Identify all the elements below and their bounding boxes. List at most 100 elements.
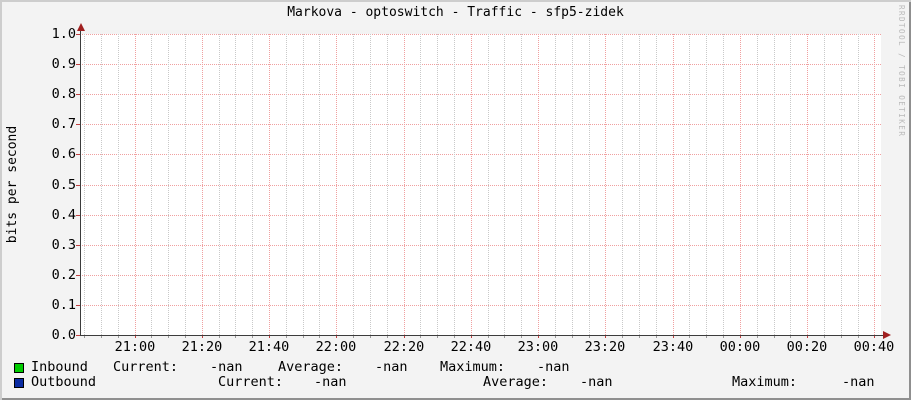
- x-axis-tick: [370, 336, 371, 338]
- x-axis-tick: [689, 336, 690, 338]
- maximum-stat-label: Maximum:: [732, 374, 798, 390]
- y-tick-label: 0.9: [51, 56, 76, 72]
- vertical-gridline: [858, 34, 859, 335]
- x-axis-tick: [774, 336, 775, 338]
- x-axis-tick: [757, 336, 758, 338]
- vertical-gridline: [84, 34, 85, 335]
- y-axis-tick: [76, 185, 80, 186]
- x-axis-tick: [824, 336, 825, 338]
- x-axis-tick: [622, 336, 623, 338]
- average-stat-label: Average:: [278, 359, 344, 375]
- vertical-gridline: [336, 34, 337, 335]
- vertical-gridline: [673, 34, 674, 335]
- y-tick-label: 0.3: [51, 237, 76, 253]
- inbound-color-swatch: [14, 363, 24, 373]
- vertical-gridline: [504, 34, 505, 335]
- rrdtool-watermark: RRDTOOL / TOBI OETIKER: [897, 5, 906, 138]
- y-axis-unit-label: bits per second: [5, 125, 21, 244]
- x-axis-tick: [202, 336, 203, 338]
- horizontal-gridline: [80, 64, 881, 65]
- x-tick-label: 22:20: [383, 339, 425, 355]
- x-axis-tick: [555, 336, 556, 338]
- x-axis-tick: [807, 336, 808, 338]
- x-axis-tick: [185, 336, 186, 338]
- vertical-gridline: [807, 34, 808, 335]
- y-axis-tick: [76, 335, 80, 336]
- graph-title: Markova - optoswitch - Traffic - sfp5-zi…: [287, 5, 624, 20]
- x-axis-tick: [101, 336, 102, 338]
- vertical-gridline: [387, 34, 388, 335]
- vertical-gridline: [168, 34, 169, 335]
- x-axis-tick: [488, 336, 489, 338]
- vertical-gridline: [555, 34, 556, 335]
- x-axis-tick: [252, 336, 253, 338]
- vertical-gridline: [252, 34, 253, 335]
- y-axis-tick: [76, 245, 80, 246]
- y-axis-arrow-icon: [77, 23, 85, 31]
- legend-series-name: Outbound: [31, 374, 97, 390]
- y-tick-label: 0.2: [51, 267, 76, 283]
- y-axis-tick: [76, 215, 80, 216]
- average-stat-label: Average:: [483, 374, 549, 390]
- vertical-gridline: [488, 34, 489, 335]
- x-tick-label: 21:00: [114, 339, 156, 355]
- vertical-gridline: [841, 34, 842, 335]
- x-axis-tick: [858, 336, 859, 338]
- y-tick-label: 0.8: [51, 86, 76, 102]
- horizontal-gridline: [80, 34, 881, 35]
- vertical-gridline: [471, 34, 472, 335]
- x-axis-arrow-icon: [883, 331, 891, 339]
- maximum-stat-value: -nan: [842, 374, 875, 390]
- vertical-gridline: [437, 34, 438, 335]
- x-axis-tick: [504, 336, 505, 338]
- y-tick-label: 0.5: [51, 177, 76, 193]
- y-axis-tick: [76, 305, 80, 306]
- horizontal-gridline: [80, 124, 881, 125]
- y-tick-label: 1.0: [51, 26, 76, 42]
- x-tick-label: 22:00: [315, 339, 357, 355]
- plot-area: [80, 34, 881, 335]
- x-axis-tick: [471, 336, 472, 338]
- x-axis-tick: [286, 336, 287, 338]
- horizontal-gridline: [80, 154, 881, 155]
- x-axis-tick: [420, 336, 421, 338]
- horizontal-gridline: [80, 94, 881, 95]
- x-tick-label: 22:40: [450, 339, 492, 355]
- horizontal-gridline: [80, 275, 881, 276]
- current-stat-label: Current:: [218, 374, 284, 390]
- x-axis-tick: [151, 336, 152, 338]
- average-stat-value: -nan: [580, 374, 613, 390]
- vertical-gridline: [723, 34, 724, 335]
- vertical-gridline: [689, 34, 690, 335]
- vertical-gridline: [118, 34, 119, 335]
- vertical-gridline: [202, 34, 203, 335]
- x-axis-tick: [454, 336, 455, 338]
- vertical-gridline: [874, 34, 875, 335]
- y-axis-tick: [76, 154, 80, 155]
- x-axis-tick: [740, 336, 741, 338]
- x-axis-tick: [84, 336, 85, 338]
- y-axis-tick: [76, 64, 80, 65]
- x-axis-tick: [437, 336, 438, 338]
- x-axis-tick: [387, 336, 388, 338]
- x-axis-tick: [572, 336, 573, 338]
- x-tick-label: 23:40: [652, 339, 694, 355]
- y-tick-label: 0.7: [51, 116, 76, 132]
- y-axis-tick: [76, 275, 80, 276]
- vertical-gridline: [824, 34, 825, 335]
- x-axis-tick: [656, 336, 657, 338]
- vertical-gridline: [404, 34, 405, 335]
- current-stat-value: -nan: [314, 374, 347, 390]
- x-axis-tick: [841, 336, 842, 338]
- y-tick-label: 0.6: [51, 146, 76, 162]
- vertical-gridline: [101, 34, 102, 335]
- vertical-gridline: [757, 34, 758, 335]
- x-axis-tick: [790, 336, 791, 338]
- horizontal-gridline: [80, 185, 881, 186]
- outbound-color-swatch: [14, 378, 24, 388]
- x-axis-tick: [673, 336, 674, 338]
- vertical-gridline: [235, 34, 236, 335]
- horizontal-gridline: [80, 215, 881, 216]
- y-axis-line: [80, 30, 81, 336]
